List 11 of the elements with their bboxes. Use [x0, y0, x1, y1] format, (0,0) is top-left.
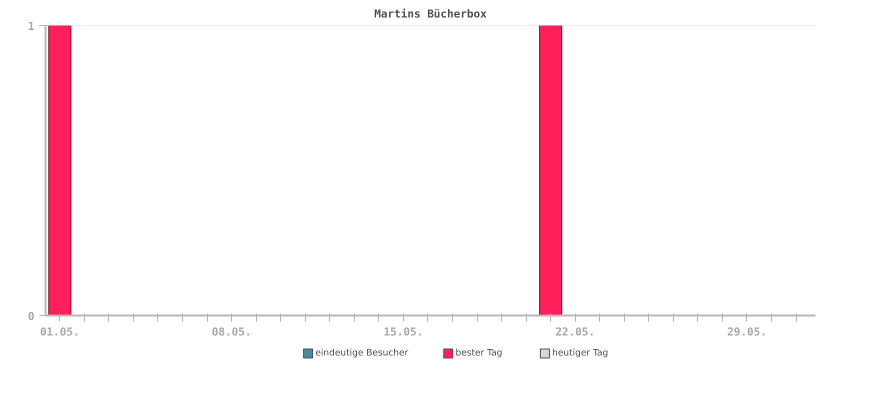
legend-label: heutiger Tag [552, 348, 608, 358]
x-tick-label: 29.05. [727, 326, 767, 338]
y-tick-label: 1 [28, 20, 35, 33]
y-tick-label: 0 [28, 310, 34, 323]
x-tick-label: 15.05. [384, 326, 424, 338]
x-tick-label: 22.05. [555, 326, 596, 338]
chart-title: Martins Bücherbox [374, 8, 488, 20]
x-tick-label: 01.05. [40, 326, 80, 338]
legend-label: eindeutige Besucher [315, 348, 409, 358]
x-tick-label: 08.05. [212, 326, 252, 338]
legend-label: bester Tag [456, 348, 502, 358]
